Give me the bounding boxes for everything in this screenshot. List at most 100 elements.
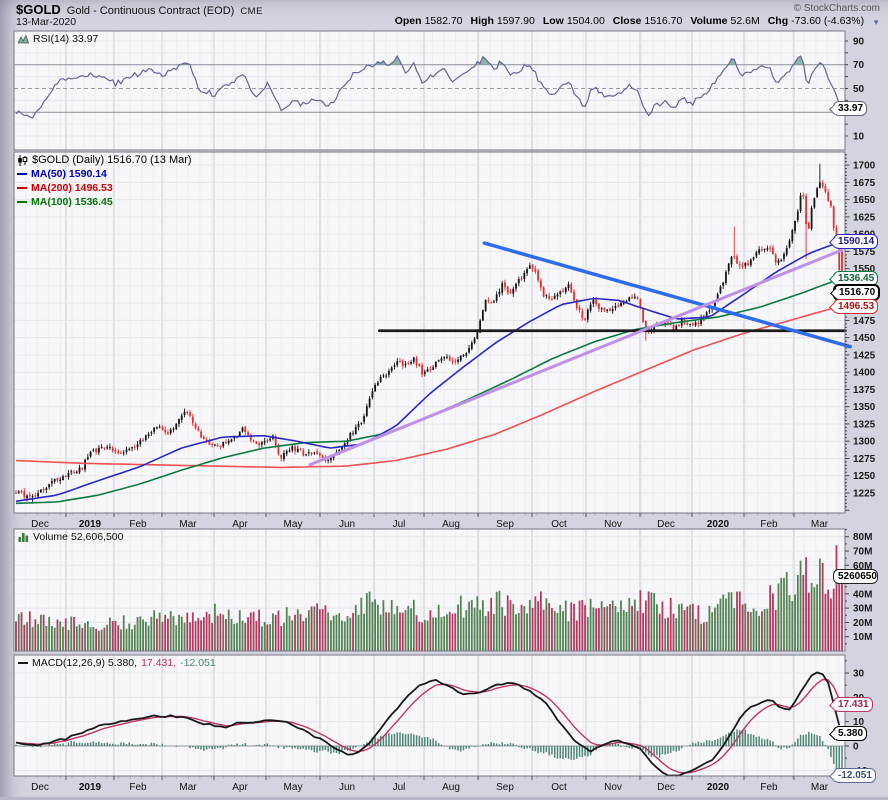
svg-text:Nov: Nov [604, 782, 622, 793]
svg-text:70: 70 [853, 60, 865, 71]
svg-text:60M: 60M [853, 561, 872, 572]
rsi-value-bubble: 33.97 [833, 101, 868, 116]
price-legend-title: $GOLD (Daily) 1516.70 (13 Mar) [17, 154, 192, 166]
svg-text:2019: 2019 [79, 519, 102, 530]
svg-text:10: 10 [853, 717, 865, 728]
rsi-panel [14, 31, 845, 150]
volume-bars-icon [18, 533, 29, 542]
symbol-title: $GOLD [16, 2, 61, 17]
svg-text:1650: 1650 [853, 195, 876, 206]
svg-text:1450: 1450 [853, 333, 876, 344]
svg-text:70M: 70M [853, 547, 872, 558]
instrument-name: Gold - Continuous Contract (EOD) [66, 5, 235, 17]
volume-panel-label: Volume 52,606,500 [18, 531, 124, 543]
ma200-swatch [17, 187, 27, 189]
quote-change: Chg -73.60 (-4.63%) [767, 15, 865, 27]
svg-text:Feb: Feb [129, 782, 147, 793]
chart-date: 13-Mar-2020 [16, 16, 77, 28]
svg-text:May: May [284, 519, 303, 530]
macd-value-bubble: 5.380 [833, 726, 868, 741]
price-panel-legend: $GOLD (Daily) 1516.70 (13 Mar) MA(50) 15… [17, 154, 192, 208]
svg-text:1325: 1325 [853, 419, 876, 430]
svg-text:1250: 1250 [853, 471, 876, 482]
rsi-panel-label: RSI(14) 33.97 [18, 33, 98, 45]
svg-text:1700: 1700 [853, 161, 876, 172]
svg-text:Nov: Nov [604, 519, 622, 530]
ma50-swatch [17, 173, 27, 175]
svg-text:30: 30 [853, 669, 865, 680]
svg-text:1300: 1300 [853, 437, 876, 448]
svg-text:Aug: Aug [442, 519, 460, 530]
macd-line-swatch [18, 662, 28, 664]
svg-text:1675: 1675 [853, 178, 876, 189]
svg-text:1550: 1550 [853, 264, 876, 275]
svg-text:Mar: Mar [179, 519, 197, 530]
svg-text:Sep: Sep [496, 519, 514, 530]
svg-text:Jul: Jul [393, 782, 406, 793]
svg-text:Dec: Dec [657, 782, 675, 793]
svg-text:1400: 1400 [853, 368, 876, 379]
legend-ma100: MA(100) 1536.45 [17, 196, 192, 208]
svg-text:Mar: Mar [811, 519, 829, 530]
svg-text:1350: 1350 [853, 402, 876, 413]
svg-text:0: 0 [853, 741, 859, 752]
svg-text:Aug: Aug [442, 782, 460, 793]
quote-low: Low 1504.00 [542, 15, 605, 27]
svg-text:1475: 1475 [853, 316, 876, 327]
quote-volume: Volume 52.6M [690, 15, 760, 27]
chart-header: $GOLD Gold - Continuous Contract (EOD) C… [16, 2, 263, 17]
svg-text:Dec: Dec [657, 519, 675, 530]
svg-text:40M: 40M [853, 589, 872, 600]
quote-close: Close 1516.70 [612, 15, 683, 27]
chevron-down-icon[interactable]: ▼ [872, 17, 880, 27]
svg-text:Apr: Apr [232, 782, 248, 793]
svg-text:Oct: Oct [551, 519, 567, 530]
legend-ma50: MA(50) 1590.14 [17, 168, 192, 180]
svg-text:20M: 20M [853, 618, 872, 629]
ma50-value-bubble: 1590.14 [833, 234, 879, 249]
svg-text:90: 90 [853, 36, 865, 47]
svg-text:2020: 2020 [707, 782, 730, 793]
ma100-swatch [17, 201, 27, 203]
svg-text:Oct: Oct [551, 782, 567, 793]
svg-text:30M: 30M [853, 604, 872, 615]
svg-text:2020: 2020 [707, 519, 730, 530]
macd-hist-bubble: -12.051 [833, 768, 876, 783]
svg-text:10M: 10M [853, 632, 872, 643]
quote-high: High 1597.90 [470, 15, 535, 27]
volume-value-bubble: 52606500 [833, 569, 878, 584]
svg-text:10: 10 [853, 131, 865, 142]
svg-text:50: 50 [853, 84, 865, 95]
svg-text:1575: 1575 [853, 247, 876, 258]
svg-text:Feb: Feb [760, 519, 778, 530]
copyright-label: © StockCharts.com [793, 3, 880, 14]
svg-text:Dec: Dec [31, 782, 49, 793]
svg-text:1375: 1375 [853, 385, 876, 396]
svg-text:2019: 2019 [79, 782, 102, 793]
ascending-trendline [308, 248, 844, 467]
svg-text:1225: 1225 [853, 488, 876, 499]
svg-text:1275: 1275 [853, 454, 876, 465]
svg-text:Feb: Feb [129, 519, 147, 530]
svg-text:Dec: Dec [31, 519, 49, 530]
macd-signal-bubble: 17.431 [833, 697, 873, 712]
svg-text:Sep: Sep [496, 782, 514, 793]
close-value-bubble: 1516.70 [833, 284, 881, 301]
descending-trendline [482, 241, 853, 349]
svg-text:Jun: Jun [339, 782, 355, 793]
svg-text:Apr: Apr [232, 519, 248, 530]
svg-text:Mar: Mar [811, 782, 829, 793]
svg-text:Jun: Jun [339, 519, 355, 530]
svg-text:May: May [284, 782, 303, 793]
ma200-value-bubble: 1496.53 [833, 299, 879, 314]
quote-open: Open 1582.70 [394, 15, 463, 27]
svg-text:80M: 80M [853, 532, 872, 543]
svg-text:1425: 1425 [853, 350, 876, 361]
bottom-edge-divider [0, 797, 888, 800]
macd-panel-label: MACD(12,26,9) 5.380, 17.431, -12.051 [18, 657, 216, 669]
svg-text:1625: 1625 [853, 212, 876, 223]
candlestick-icon [18, 154, 28, 166]
svg-text:Feb: Feb [760, 782, 778, 793]
svg-text:Jul: Jul [393, 519, 406, 530]
